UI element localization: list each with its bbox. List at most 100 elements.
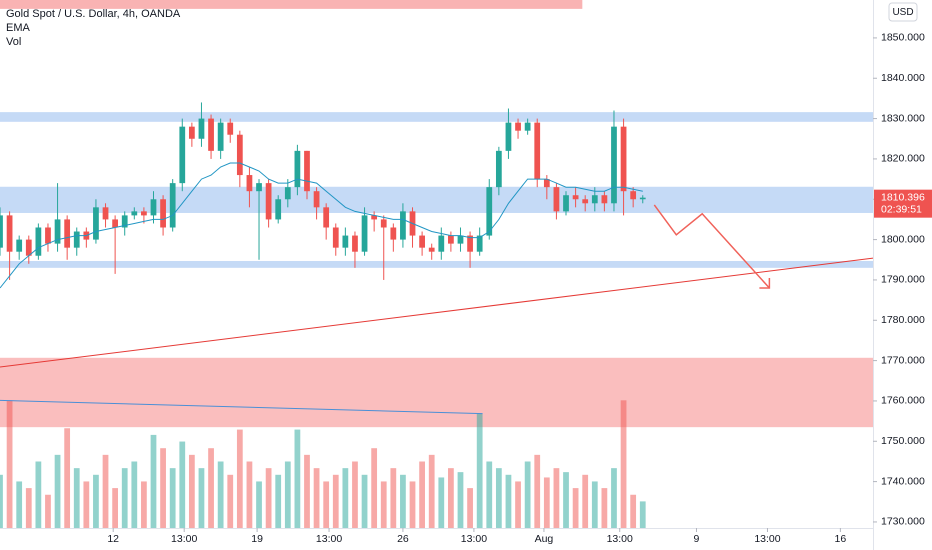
y-tick-label: 1850.000 (881, 32, 925, 44)
candle-body (93, 207, 99, 240)
volume-bar (256, 481, 262, 528)
candle-body (16, 239, 23, 252)
volume-bar (131, 461, 138, 528)
candle-body (591, 195, 598, 204)
x-tick-label: 16 (835, 533, 847, 545)
volume-bar (352, 461, 358, 528)
y-tick-label: 1770.000 (881, 354, 925, 366)
volume-bar (141, 481, 147, 528)
volume-bar (639, 501, 646, 528)
candle-body (419, 235, 425, 248)
candle-body (457, 235, 464, 244)
candle-body (524, 122, 531, 131)
volume-bar (524, 461, 531, 528)
x-tick-label: 13:00 (754, 533, 780, 545)
candle-body (208, 118, 214, 151)
trend-line (0, 257, 874, 368)
candle-body (217, 122, 224, 151)
x-tick-label: 26 (397, 533, 409, 545)
x-tick-label: Aug (535, 533, 554, 545)
candle-body (601, 195, 608, 204)
volume-bar (495, 468, 502, 528)
volume-bar (400, 474, 406, 528)
volume-bar (505, 474, 512, 528)
indicator-label: Vol (6, 36, 21, 48)
candle-body (265, 183, 272, 220)
y-tick-label: 1760.000 (881, 395, 925, 407)
volume-bar (112, 488, 118, 528)
candle-body (284, 187, 291, 200)
volume-bar (35, 461, 42, 528)
indicator-label: EMA (6, 22, 31, 34)
candle-body (332, 227, 339, 248)
volume-bar (371, 448, 378, 528)
candle-body (0, 215, 3, 248)
price-zone (0, 357, 873, 428)
volume-bar (208, 448, 214, 528)
candle-body (352, 235, 358, 252)
x-tick-label: 9 (694, 533, 700, 545)
symbol-title: Gold Spot / U.S. Dollar, 4h, OANDA (6, 8, 181, 20)
candle-body (6, 215, 13, 252)
candle-body (582, 199, 589, 204)
candle-body (515, 122, 521, 131)
volume-bar (73, 468, 80, 528)
candle-body (534, 122, 541, 180)
volume-bar (467, 488, 473, 528)
x-tick-label: 12 (107, 533, 119, 545)
volume-bar (160, 448, 166, 528)
candle-body (553, 187, 560, 212)
y-tick-label: 1790.000 (881, 274, 925, 286)
candle-body (438, 235, 445, 252)
volume-bar (342, 468, 349, 528)
volume-bar (591, 481, 598, 528)
arrow-head (759, 278, 771, 289)
volume-bar (54, 454, 61, 528)
volume-bar (64, 428, 71, 528)
volume-bar (217, 461, 224, 528)
volume-bar (150, 434, 157, 528)
candle-body (54, 219, 61, 244)
volume-bar (313, 468, 320, 528)
volume-bar (476, 413, 483, 528)
currency-button[interactable] (888, 2, 918, 22)
volume-bar (553, 468, 560, 528)
volume-bar (323, 481, 330, 528)
volume-bar (611, 468, 617, 528)
candle-body (505, 122, 512, 151)
volume-bar (428, 454, 435, 528)
candle-body (400, 211, 406, 240)
volume-bar (294, 429, 301, 528)
candle-body (639, 197, 646, 200)
candle-body (572, 195, 579, 200)
candle-body (467, 235, 473, 252)
volume-bar (543, 477, 550, 528)
y-tick-label: 1730.000 (881, 516, 925, 528)
volume-bar (0, 474, 3, 528)
candle-body (102, 207, 109, 220)
y-tick-label: 1740.000 (881, 475, 925, 487)
candle-body (620, 126, 627, 192)
volume-bar (227, 474, 234, 528)
candle-body (304, 150, 310, 192)
volume-bar (188, 454, 195, 528)
volume-bar (563, 472, 569, 528)
volume-bar (390, 468, 397, 528)
candle-body (45, 227, 51, 244)
x-tick-label: 13:00 (461, 533, 487, 545)
projection-arrow (653, 204, 770, 289)
volume-bar (380, 481, 387, 528)
volume-bar (83, 481, 90, 528)
x-tick-label: 19 (251, 533, 263, 545)
candle-body (486, 187, 493, 236)
volume-bar (601, 488, 608, 528)
volume-bar (419, 461, 425, 528)
volume-bar (93, 474, 99, 528)
candle-body (371, 215, 378, 220)
currency-label[interactable]: USD (892, 7, 913, 18)
volume-bar (534, 454, 541, 528)
volume-bar (102, 454, 109, 528)
candle-body (361, 215, 368, 252)
candle-body (35, 227, 42, 256)
candle-body (236, 134, 243, 176)
